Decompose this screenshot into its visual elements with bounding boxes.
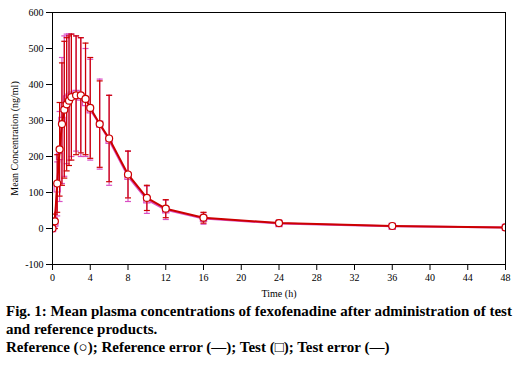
svg-text:500: 500 (29, 43, 44, 54)
html-text:Reference (○); Reference error: Reference (○); Reference error (—); Test… (6, 339, 390, 355)
svg-text:36: 36 (387, 272, 397, 283)
svg-text:-100: -100 (25, 259, 43, 270)
svg-text:44: 44 (463, 272, 473, 283)
svg-text:20: 20 (236, 272, 246, 283)
svg-text:48: 48 (501, 272, 511, 283)
svg-text:0: 0 (50, 272, 55, 283)
svg-text:Mean Concentration (ng/ml): Mean Concentration (ng/ml) (9, 81, 21, 195)
svg-text:200: 200 (29, 151, 44, 162)
svg-text:8: 8 (126, 272, 131, 283)
svg-text:300: 300 (29, 115, 44, 126)
svg-text:4: 4 (88, 272, 93, 283)
svg-text:Time (h): Time (h) (262, 288, 297, 300)
svg-text:16: 16 (199, 272, 209, 283)
svg-text:32: 32 (350, 272, 360, 283)
svg-text:600: 600 (29, 7, 44, 18)
svg-text:12: 12 (161, 272, 171, 283)
svg-text:400: 400 (29, 79, 44, 90)
svg-text:24: 24 (274, 272, 284, 283)
svg-text:100: 100 (29, 187, 44, 198)
svg-text:0: 0 (39, 223, 44, 234)
svg-text:40: 40 (425, 272, 435, 283)
svg-text:28: 28 (312, 272, 322, 283)
html-text:Fig. 1: Mean plasma concentrat: Fig. 1: Mean plasma concentrations of fe… (6, 303, 512, 337)
